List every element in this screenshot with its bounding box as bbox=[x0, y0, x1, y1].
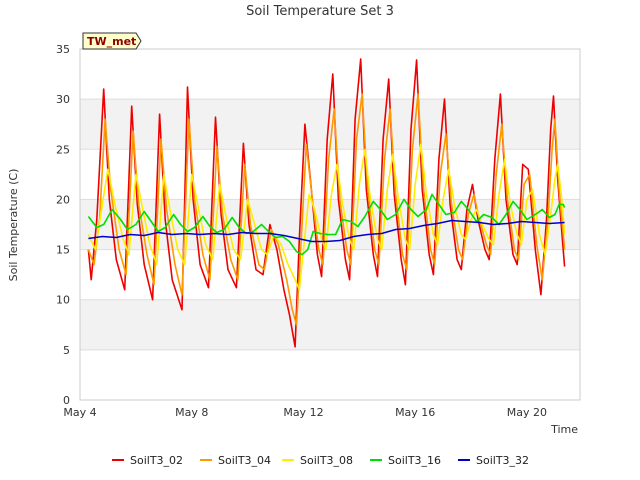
y-tick-label: 35 bbox=[56, 43, 70, 56]
y-axis-ticks: 0 5 10 15 20 25 30 35 bbox=[56, 43, 70, 407]
legend: SoilT3_02 SoilT3_04 SoilT3_08 SoilT3_16 Soil… bbox=[112, 454, 529, 467]
y-tick-label: 30 bbox=[56, 93, 70, 106]
legend-item-SoilT3_16: SoilT3_16 bbox=[370, 454, 441, 467]
legend-item-SoilT3_02: SoilT3_02 bbox=[112, 454, 183, 467]
y-axis-label: Soil Temperature (C) bbox=[7, 169, 20, 282]
series-line-SoilT3_08 bbox=[87, 143, 566, 291]
series-line-SoilT3_04 bbox=[87, 93, 566, 326]
x-tick-label: May 4 bbox=[63, 406, 96, 419]
y-tick-label: 20 bbox=[56, 193, 70, 206]
plot-area bbox=[79, 48, 581, 401]
band-30 bbox=[80, 49, 580, 100]
legend-label: SoilT3_16 bbox=[388, 454, 441, 467]
x-tick-label: May 12 bbox=[283, 406, 323, 419]
x-axis-label: Time bbox=[550, 423, 578, 436]
legend-item-SoilT3_04: SoilT3_04 bbox=[200, 454, 271, 467]
legend-label: SoilT3_32 bbox=[476, 454, 529, 467]
y-tick-label: 0 bbox=[63, 394, 70, 407]
band-5 bbox=[80, 299, 580, 350]
x-tick-label: May 16 bbox=[395, 406, 435, 419]
legend-item-SoilT3_32: SoilT3_32 bbox=[458, 454, 529, 467]
station-tag-label: TW_met bbox=[87, 35, 136, 48]
legend-item-SoilT3_08: SoilT3_08 bbox=[282, 454, 353, 467]
x-tick-label: May 8 bbox=[175, 406, 208, 419]
legend-label: SoilT3_04 bbox=[218, 454, 271, 467]
series-line-SoilT3_32 bbox=[88, 219, 565, 243]
band-10 bbox=[80, 249, 580, 300]
y-tick-label: 15 bbox=[56, 244, 70, 257]
series-lines bbox=[87, 58, 566, 348]
legend-label: SoilT3_02 bbox=[130, 454, 183, 467]
x-axis-ticks: May 4 May 8 May 12 May 16 May 20 bbox=[63, 406, 547, 419]
x-tick-label: May 20 bbox=[507, 406, 547, 419]
chart-title: Soil Temperature Set 3 bbox=[246, 4, 394, 19]
series-line-SoilT3_16 bbox=[87, 193, 566, 256]
y-tick-label: 10 bbox=[56, 294, 70, 307]
y-tick-label: 25 bbox=[56, 143, 70, 156]
station-tag: TW_met bbox=[82, 32, 142, 50]
y-tick-label: 5 bbox=[63, 344, 70, 357]
band-0 bbox=[80, 349, 580, 400]
series-line-SoilT3_02 bbox=[87, 58, 566, 348]
legend-label: SoilT3_08 bbox=[300, 454, 353, 467]
